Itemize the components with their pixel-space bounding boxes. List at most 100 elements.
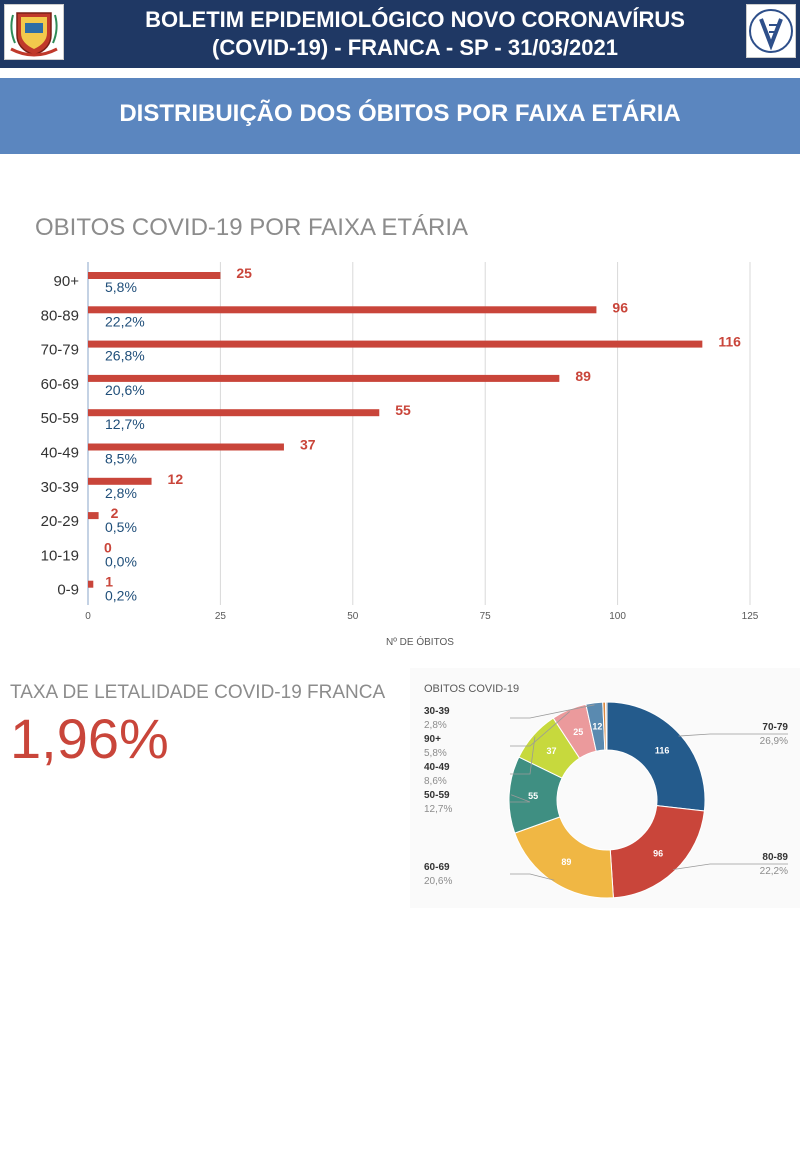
bar-chart-percent-label: 8,5% bbox=[105, 451, 137, 467]
donut-callout-line bbox=[678, 733, 788, 737]
donut-callout-label: 40-49 bbox=[424, 762, 450, 773]
donut-callout-label: 80-89 bbox=[762, 852, 788, 863]
bar-chart-percent-label: 0,2% bbox=[105, 588, 137, 604]
bar-chart-percent-label: 0,5% bbox=[105, 519, 137, 535]
donut-callout-percent: 5,8% bbox=[424, 748, 447, 759]
donut-callout-percent: 8,6% bbox=[424, 776, 447, 787]
bar-chart-percent-label: 22,2% bbox=[105, 313, 145, 329]
bar-chart-x-tick: 0 bbox=[85, 611, 91, 622]
bar-chart-value-label: 12 bbox=[168, 471, 184, 487]
donut-chart-callouts: 70-79 26,9% 80-89 22,2% 60-69 20,6% 50-59 12,7%… bbox=[424, 704, 788, 887]
donut-chart-title: OBITOS COVID-19 bbox=[424, 683, 519, 695]
age-group-bar-chart: OBITOS COVID-19 POR FAIXA ETÁRIA 90+ 80-8… bbox=[35, 214, 759, 648]
donut-callout-percent: 20,6% bbox=[424, 876, 452, 887]
bar-chart-bar bbox=[88, 409, 380, 417]
bar-chart-bar bbox=[88, 306, 597, 314]
bar-chart-value-label: 2 bbox=[111, 505, 119, 521]
bar-chart-value-label: 89 bbox=[575, 368, 591, 384]
bar-chart-percent-label: 12,7% bbox=[105, 416, 145, 432]
bar-chart-x-tick: 50 bbox=[347, 611, 359, 622]
donut-callout-line bbox=[510, 736, 536, 775]
donut-slice-value: 25 bbox=[573, 727, 583, 737]
bulletin-title-line2: (COVID-19) - FRANCA - SP - 31/03/2021 bbox=[212, 35, 618, 60]
bar-chart-category-label: 40-49 bbox=[41, 445, 79, 462]
bar-chart-category-label: 0-9 bbox=[57, 582, 79, 599]
bar-chart-category-label: 70-79 bbox=[41, 342, 79, 359]
donut-slice-value: 37 bbox=[546, 746, 556, 756]
donut-callout-percent: 2,8% bbox=[424, 720, 447, 731]
donut-callout-label: 70-79 bbox=[762, 722, 788, 733]
section-title: DISTRIBUIÇÃO DOS ÓBITOS POR FAIXA ETÁRIA bbox=[119, 100, 681, 127]
donut-slice-value: 96 bbox=[653, 849, 663, 859]
bulletin-title: BOLETIM EPIDEMIOLÓGICO NOVO CORONAVÍRUS … bbox=[110, 6, 720, 62]
bar-chart-x-tick: 75 bbox=[480, 611, 492, 622]
donut-slice bbox=[609, 805, 705, 899]
donut-slice-value: 89 bbox=[561, 857, 571, 867]
bar-chart-x-axis-label: Nº DE ÓBITOS bbox=[386, 635, 454, 648]
bar-chart-bar bbox=[88, 512, 99, 520]
donut-callout-line bbox=[510, 873, 555, 881]
bar-chart-percent-label: 0,0% bbox=[105, 553, 137, 569]
bar-chart-bar bbox=[88, 580, 94, 588]
donut-slice-value: 116 bbox=[655, 746, 670, 756]
donut-chart-slices bbox=[508, 701, 706, 899]
donut-callout-line bbox=[510, 711, 570, 747]
bar-chart-value-labels: 25 96 116 89 55 37 12 2 0 1 bbox=[104, 265, 741, 590]
bar-chart-value-label: 1 bbox=[105, 574, 113, 590]
section-banner: DISTRIBUIÇÃO DOS ÓBITOS POR FAIXA ETÁRIA bbox=[0, 78, 800, 154]
bar-chart-bar bbox=[88, 477, 152, 485]
bar-chart-value-label: 116 bbox=[718, 334, 741, 350]
donut-slice bbox=[514, 816, 614, 899]
bar-chart-x-tick: 100 bbox=[609, 611, 626, 622]
bar-chart-value-label: 0 bbox=[104, 539, 112, 555]
bar-chart-x-tick-labels: 0 25 50 75 100 125 bbox=[85, 611, 759, 622]
bar-chart-title: OBITOS COVID-19 POR FAIXA ETÁRIA bbox=[35, 214, 468, 241]
lethality-value: 1,96% bbox=[10, 707, 169, 770]
bar-chart-category-label: 90+ bbox=[54, 273, 80, 290]
donut-callout-label: 90+ bbox=[424, 734, 441, 745]
age-group-donut-chart: OBITOS COVID-19 116 96 89 55 37 25 12 70-79 26,… bbox=[410, 668, 800, 908]
bar-chart-category-labels: 90+ 80-89 70-79 60-69 50-59 40-49 30-39 20-29 10… bbox=[41, 273, 80, 599]
bar-chart-percent-label: 5,8% bbox=[105, 279, 137, 295]
bar-chart-bars bbox=[88, 272, 703, 588]
bar-chart-value-label: 55 bbox=[395, 402, 411, 418]
bar-chart-percent-label: 2,8% bbox=[105, 485, 137, 501]
bar-chart-bar bbox=[88, 272, 221, 279]
bar-chart-percent-label: 20,6% bbox=[105, 382, 145, 398]
donut-callout-line bbox=[510, 704, 595, 719]
bar-chart-category-label: 30-39 bbox=[41, 479, 79, 496]
donut-callout-label: 60-69 bbox=[424, 862, 450, 873]
bulletin-header: BOLETIM EPIDEMIOLÓGICO NOVO CORONAVÍRUS … bbox=[0, 0, 800, 68]
donut-slice-value: 12 bbox=[592, 722, 602, 732]
bar-chart-gridlines bbox=[87, 262, 751, 605]
bar-chart-category-label: 20-29 bbox=[41, 513, 79, 530]
bar-chart-bar bbox=[88, 443, 284, 451]
donut-chart-slice-values: 116 96 89 55 37 25 12 bbox=[528, 722, 669, 867]
bar-chart-category-label: 10-19 bbox=[41, 547, 79, 564]
bar-chart-bar bbox=[88, 374, 560, 382]
bulletin-title-line1: BOLETIM EPIDEMIOLÓGICO NOVO CORONAVÍRUS bbox=[145, 7, 685, 32]
bar-chart-value-label: 25 bbox=[236, 265, 252, 281]
donut-callout-percent: 26,9% bbox=[760, 736, 788, 747]
donut-slice bbox=[605, 701, 608, 751]
bar-chart-percent-label: 26,8% bbox=[105, 348, 145, 364]
donut-callout-line bbox=[673, 863, 788, 870]
donut-slice-value: 55 bbox=[528, 791, 538, 801]
donut-callout-percent: 22,2% bbox=[760, 866, 788, 877]
bar-chart-percent-labels: 5,8% 22,2% 26,8% 20,6% 12,7% 8,5% 2,8% 0,5% 0,0%… bbox=[105, 279, 145, 604]
city-coat-of-arms-logo bbox=[4, 4, 64, 60]
donut-callout-label: 30-39 bbox=[424, 706, 450, 717]
donut-callout-line bbox=[510, 794, 531, 803]
health-surveillance-logo bbox=[746, 4, 796, 58]
bar-chart-value-label: 37 bbox=[300, 437, 316, 453]
bar-chart-category-label: 80-89 bbox=[41, 307, 79, 324]
bar-chart-value-label: 96 bbox=[612, 299, 628, 315]
donut-callout-label: 50-59 bbox=[424, 790, 450, 801]
bar-chart-category-label: 50-59 bbox=[41, 410, 79, 427]
bar-chart-category-label: 60-69 bbox=[41, 376, 79, 393]
bar-chart-x-tick: 125 bbox=[742, 611, 759, 622]
lethality-title: TAXA DE LETALIDADE COVID-19 FRANCA bbox=[10, 682, 386, 703]
donut-slice bbox=[606, 701, 706, 812]
donut-callout-percent: 12,7% bbox=[424, 804, 452, 815]
bar-chart-x-tick: 25 bbox=[215, 611, 227, 622]
